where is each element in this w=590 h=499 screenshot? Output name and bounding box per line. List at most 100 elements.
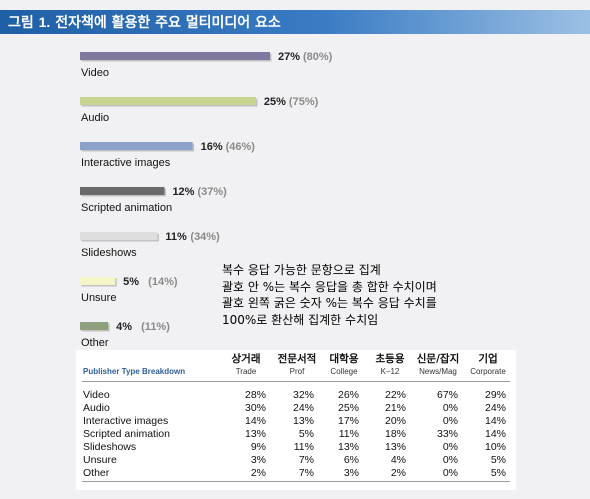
table-cell: 0% xyxy=(442,454,458,466)
bar-multi-response-label: (80%) xyxy=(303,51,333,63)
header-newsmag: News/Mag xyxy=(419,367,457,376)
korean-header-row: 상거래 전문서적 대학용 초등용 신문/잡지 기업 xyxy=(76,351,516,365)
table-cell: 10% xyxy=(484,441,506,453)
publisher-breakdown-table: Publisher Type Breakdown Trade Prof Coll… xyxy=(76,350,516,490)
table-cell: 32% xyxy=(292,389,314,401)
table-cell: 5% xyxy=(490,454,506,466)
table-cell: 21% xyxy=(384,402,406,414)
bar-category-label: Interactive images xyxy=(81,157,171,169)
header-k12: K–12 xyxy=(380,367,400,376)
bar-multi-response-label: (11%) xyxy=(141,321,170,333)
note-line-3: 괄호 왼쪽 굵은 숫자 %는 복수 응답 수치를 xyxy=(222,296,437,310)
kor-header-newsmag: 신문/잡지 xyxy=(416,353,460,365)
table-cell: 5% xyxy=(490,467,506,479)
table-cell: 67% xyxy=(436,389,458,401)
bar-category-label: Video xyxy=(81,67,109,79)
table-cell: 0% xyxy=(442,467,458,479)
header-corporate: Corporate xyxy=(470,367,506,376)
table-cell: 11% xyxy=(293,441,314,453)
kor-header-corporate: 기업 xyxy=(478,353,498,365)
bar-category-label: Slideshows xyxy=(81,247,137,259)
table-cell: 7% xyxy=(298,454,314,466)
table-cell: 30% xyxy=(244,402,266,414)
table-cell: 17% xyxy=(337,415,359,427)
table-row: Scripted animation 13% 5% 11% 18% 33% 14% xyxy=(76,428,516,440)
bar-scripted-animation xyxy=(80,187,165,195)
table-row: Unsure 3% 7% 6% 4% 0% 5% xyxy=(76,454,516,466)
bar-value-label: 27% xyxy=(278,51,300,63)
row-label: Slideshows xyxy=(83,441,137,453)
table-cell: 22% xyxy=(384,389,406,401)
kor-header-trade: 상거래 xyxy=(231,353,261,365)
table-cell: 0% xyxy=(442,402,458,414)
table-cell: 29% xyxy=(484,389,506,401)
bar-interactive-images xyxy=(80,142,193,150)
table-cell: 14% xyxy=(484,415,506,427)
note-line-2: 괄호 안 %는 복수 응답을 총 합한 수치이며 xyxy=(222,279,437,294)
table-row: Other 2% 7% 3% 2% 0% 5% xyxy=(76,467,516,479)
bar-value-label: 11% xyxy=(165,231,187,243)
bar-other xyxy=(80,322,109,330)
table-cell: 28% xyxy=(244,389,266,401)
table-cell: 3% xyxy=(250,454,266,466)
row-label: Other xyxy=(83,467,110,479)
table-row: Audio 30% 24% 25% 21% 0% 24% xyxy=(76,402,516,414)
row-label: Video xyxy=(83,389,110,401)
header-trade: Trade xyxy=(235,367,257,376)
table-cell: 7% xyxy=(298,467,314,479)
table-cell: 24% xyxy=(292,402,314,414)
table-row: Slideshows 9% 11% 13% 13% 0% 10% xyxy=(76,441,516,453)
table-cell: 14% xyxy=(484,428,506,440)
kor-header-prof: 전문서적 xyxy=(277,353,317,365)
bar-value-label: 16% xyxy=(201,141,223,153)
kor-header-college: 대학용 xyxy=(329,353,359,365)
table-cell: 2% xyxy=(390,467,406,479)
kor-header-k12: 초등용 xyxy=(375,353,405,365)
row-label: Audio xyxy=(83,402,110,414)
table-cell: 14% xyxy=(244,415,266,427)
row-label: Scripted animation xyxy=(83,428,170,440)
bar-video xyxy=(80,52,270,60)
note-line-1: 복수 응답 가능한 문항으로 집계 xyxy=(222,263,381,277)
table-cell: 9% xyxy=(250,441,266,453)
table-cell: 26% xyxy=(337,389,359,401)
table-cell: 11% xyxy=(338,428,359,440)
bar-value-label: 5% xyxy=(123,276,139,288)
table-cell: 0% xyxy=(442,441,458,453)
bar-multi-response-label: (14%) xyxy=(148,276,178,288)
note-line-4: 100%로 환산해 집계한 수치임 xyxy=(222,312,379,327)
table-cell: 5% xyxy=(298,428,314,440)
table-cell: 20% xyxy=(384,415,406,427)
table-cell: 33% xyxy=(436,428,458,440)
breakdown-title: Publisher Type Breakdown xyxy=(83,367,186,376)
bar-multi-response-label: (34%) xyxy=(190,231,220,243)
bar-chart: 27% (80%) Video 25% (75%) Audio 16% (46%) Intera… xyxy=(80,51,333,348)
table-cell: 25% xyxy=(337,402,359,414)
bar-category-label: Other xyxy=(81,337,109,348)
bar-slideshows xyxy=(80,232,158,240)
table-cell: 3% xyxy=(343,467,359,479)
bar-category-label: Unsure xyxy=(81,292,116,304)
table-cell: 13% xyxy=(292,415,314,427)
table-top-rule xyxy=(82,381,510,382)
table-cell: 13% xyxy=(337,441,359,453)
chart-note: 복수 응답 가능한 문항으로 집계 괄호 안 %는 복수 응답을 총 합한 수치… xyxy=(222,262,437,328)
bar-multi-response-label: (37%) xyxy=(197,186,227,198)
figure-header: 그림 1. 전자책에 활용한 주요 멀티미디어 요소 xyxy=(0,10,590,34)
table-cell: 6% xyxy=(343,454,359,466)
bar-value-label: 25% xyxy=(264,96,286,108)
row-label: Interactive images xyxy=(83,415,169,427)
header-college: College xyxy=(330,367,358,376)
bar-multi-response-label: (75%) xyxy=(289,96,319,108)
table-cell: 24% xyxy=(484,402,506,414)
table-cell: 2% xyxy=(250,467,266,479)
table-row: Video 28% 32% 26% 22% 67% 29% xyxy=(76,389,516,401)
table-bottom-rule xyxy=(82,481,510,482)
table-cell: 0% xyxy=(442,415,458,427)
bar-category-label: Audio xyxy=(81,112,109,124)
bar-audio xyxy=(80,97,256,105)
bar-value-label: 4% xyxy=(116,321,132,333)
table-cell: 4% xyxy=(390,454,406,466)
table-row: Interactive images 14% 13% 17% 20% 0% 14% xyxy=(76,415,516,427)
table-cell: 13% xyxy=(384,441,406,453)
